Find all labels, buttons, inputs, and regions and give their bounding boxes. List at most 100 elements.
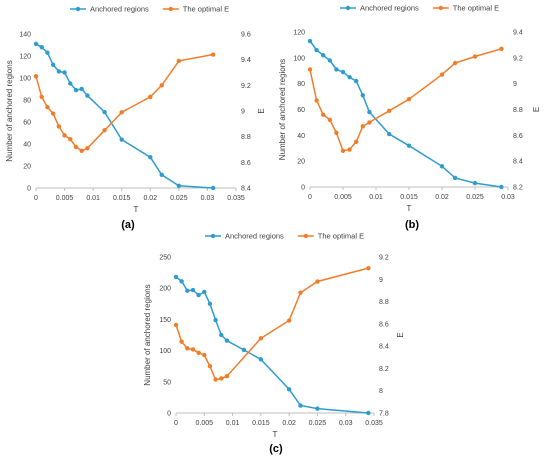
data-point	[173, 322, 179, 328]
series-line-optimal-e	[35, 53, 214, 152]
data-point	[298, 403, 303, 408]
data-point	[366, 265, 371, 271]
data-point	[387, 108, 392, 113]
data-point	[56, 124, 62, 129]
y-left-tick-label: 20	[23, 164, 31, 171]
data-point	[190, 287, 196, 293]
chart-panel-3: 0 0.005 0.01 0.015 0.02 0.025 0.03 0.035 0 50 100 1…	[143, 232, 405, 456]
data-point	[39, 45, 44, 50]
x-tick-label: 0.02	[435, 194, 449, 201]
y-left-tick-label: 80	[23, 98, 31, 105]
x-tick-label: 0.03	[501, 194, 515, 201]
panel-label: (b)	[405, 219, 419, 231]
x-tick-label: 0	[174, 420, 178, 427]
data-point	[347, 147, 352, 152]
data-point	[119, 110, 124, 115]
y-left-tick-label: 200	[159, 286, 171, 293]
x-tick-label: 0.035	[365, 420, 383, 427]
y-right-tick-label: 8.4	[241, 186, 251, 193]
y-right-tick-label: 8.8	[241, 134, 251, 141]
legend-entry: Anchored regions	[90, 5, 149, 14]
data-point	[79, 86, 84, 92]
data-point	[62, 70, 67, 75]
data-point	[73, 144, 79, 150]
data-point	[159, 172, 164, 177]
y-right-tick-label: 9.2	[513, 55, 523, 62]
data-point	[219, 332, 224, 338]
data-point	[102, 109, 107, 115]
y-left-tick-label: 140	[19, 32, 31, 39]
data-point	[176, 58, 182, 64]
x-tick-label: 0.005	[334, 194, 352, 201]
legend-entry: Anchored regions	[360, 4, 419, 13]
x-axis-label: T	[134, 205, 139, 214]
y-right-axis-label: E	[257, 108, 266, 113]
x-tick-label: 0	[34, 195, 38, 202]
data-point	[45, 104, 50, 110]
data-point	[202, 289, 207, 295]
y-right-tick-label: 9	[513, 81, 517, 88]
data-point	[219, 376, 224, 381]
legend-marker	[210, 233, 216, 239]
data-point	[185, 288, 190, 293]
data-point	[185, 346, 190, 351]
y-right-tick-label: 7.8	[379, 411, 389, 418]
y-left-tick-label: 150	[159, 317, 171, 324]
data-point	[50, 111, 56, 116]
data-point	[148, 155, 153, 160]
data-point	[173, 274, 179, 280]
series-line-optimal-e	[175, 267, 369, 381]
y-left-axis-label: Number of anchored regions	[5, 60, 14, 161]
y-right-tick-label: 9	[241, 109, 245, 116]
legend-marker	[438, 5, 443, 11]
data-point	[406, 96, 412, 102]
y-right-tick-label: 8.8	[379, 299, 389, 306]
y-left-axis-label: Number of anchored regions	[143, 284, 152, 385]
y-right-tick-label: 8.2	[513, 185, 523, 192]
series-line-optimal-e	[309, 48, 502, 152]
data-point	[439, 72, 445, 77]
y-left-tick-label: 60	[23, 120, 31, 127]
data-point	[340, 69, 346, 75]
y-left-tick-label: 0	[167, 411, 171, 418]
data-point	[196, 292, 201, 298]
data-point	[56, 69, 62, 74]
data-point	[314, 47, 319, 53]
y-left-axis-label: Number of anchored regions	[278, 59, 287, 160]
data-point	[286, 387, 292, 392]
x-tick-label: 0.02	[143, 195, 157, 202]
data-point	[321, 53, 326, 58]
data-point	[258, 357, 264, 362]
data-point	[148, 94, 153, 100]
y-right-tick-label: 8.6	[513, 133, 523, 140]
data-point	[224, 374, 230, 379]
data-point	[68, 81, 73, 86]
x-tick-label: 0.02	[282, 420, 296, 427]
y-right-axis-label: E	[396, 332, 405, 337]
y-left-tick-label: 120	[293, 30, 305, 37]
x-tick-label: 0.015	[252, 420, 270, 427]
y-left-tick-label: 100	[293, 55, 305, 62]
chart-panel-2: 0 0.005 0.01 0.015 0.02 0.025 0.03 0 20 40 60 80 100…	[278, 4, 541, 232]
data-point	[207, 364, 213, 369]
data-point	[190, 347, 196, 352]
data-point	[472, 54, 478, 59]
y-left-tick-label: 40	[23, 142, 31, 149]
data-point	[354, 139, 359, 144]
x-tick-label: 0.035	[227, 195, 245, 202]
series-line-anchored-regions	[175, 276, 369, 414]
y-right-tick-label: 8.2	[379, 366, 389, 373]
data-point	[68, 137, 73, 142]
x-axis-label: T	[273, 430, 278, 439]
data-point	[327, 58, 332, 63]
data-point	[315, 279, 320, 284]
legend-entry: The optimal E	[183, 5, 229, 14]
data-point	[213, 377, 218, 382]
legend-marker	[75, 6, 81, 12]
x-tick-label: 0.005	[196, 420, 214, 427]
series-line-anchored-regions	[309, 40, 502, 188]
data-point	[85, 146, 90, 151]
data-point	[50, 62, 56, 67]
